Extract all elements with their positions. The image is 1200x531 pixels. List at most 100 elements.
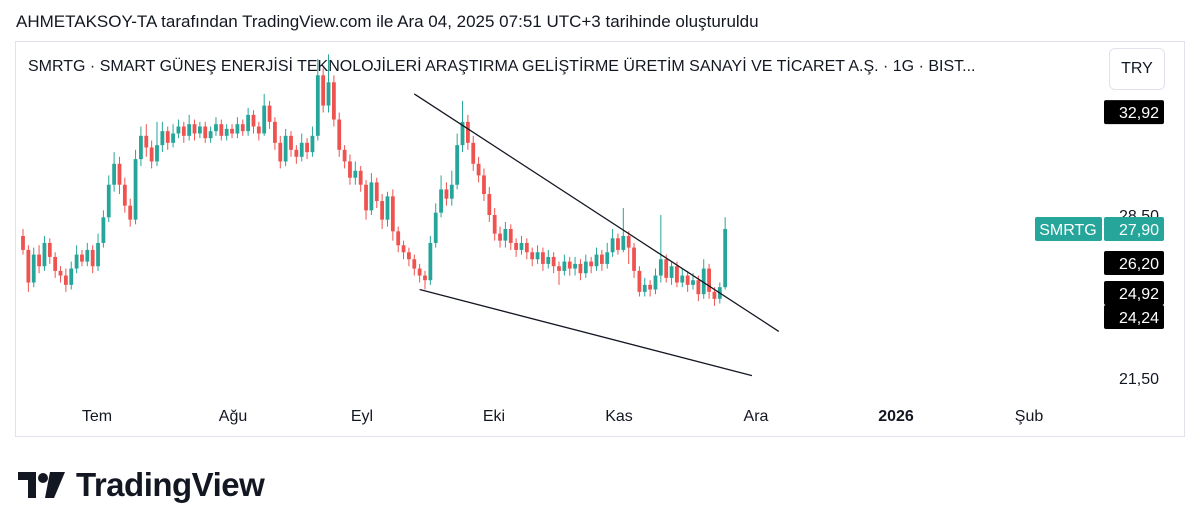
candle [482,168,486,202]
price-marker-box [1104,100,1164,125]
x-tick-label: Şub [1015,408,1044,425]
candle-body [449,184,454,199]
candle [31,247,36,288]
candle-body [551,256,556,267]
trendline-upper[interactable] [413,93,780,332]
candle-body [653,275,658,290]
candle [337,112,342,157]
candle-body [482,175,486,195]
tradingview-logo-text: TradingView [76,466,265,503]
candle-body [492,215,497,234]
candle [176,119,181,139]
candle [310,126,315,157]
candle [626,231,631,264]
candle-body [498,233,502,241]
candle-body [508,228,513,243]
candle [642,277,647,297]
candle-body [514,242,519,250]
price-marker: 24,24 [1104,305,1164,329]
trendline-lower[interactable] [419,288,753,377]
candle [380,194,385,229]
candle-body [385,196,390,220]
candle-body [294,149,299,157]
candle [535,245,540,264]
candle [465,114,470,150]
x-tick-label: Eki [483,408,505,425]
candle [364,180,368,220]
candle-body [401,245,406,253]
candle [85,242,90,267]
symbol-title: SMRTG · SMART GÜNEŞ ENERJİSİ TEKNOLOJİLE… [28,58,976,75]
candle [315,58,320,141]
candle-body [139,135,143,160]
y-tick-label: 21,50 [1119,371,1159,388]
candle-body [101,217,106,243]
candle-body [299,142,304,157]
candle [701,259,706,299]
candle [707,263,711,299]
candle-body [664,259,669,278]
candle [669,261,674,285]
price-marker-label: 26,20 [1119,256,1159,273]
candle-body [230,128,234,134]
candle [101,210,106,248]
candle [712,287,717,306]
candle-body [433,212,438,243]
tradingview-logo[interactable]: TradingView [18,466,265,504]
x-tick-label: 2026 [878,408,914,425]
price-marker-label: 27,90 [1119,222,1159,239]
candle-body [315,75,320,136]
candle-body [21,235,25,250]
candle [417,263,422,283]
chart-panel[interactable]: SMRTG · SMART GÜNEŞ ENERJİSİ TEKNOLOJİLE… [15,41,1185,437]
candle-body [85,249,90,262]
candle [562,254,567,276]
candle-body [305,142,309,153]
candle [224,124,229,141]
candle-body [701,268,706,295]
candle [514,238,519,257]
candle [53,252,58,278]
candle-body [342,149,347,162]
tradingview-logo-icon [18,472,65,498]
candle [262,93,267,136]
candle-body [149,147,154,162]
candle [37,245,41,274]
candle [299,133,304,162]
candle-body [283,135,288,162]
candle-body [337,119,342,150]
candle-body [326,82,331,106]
candle [680,268,685,288]
candle-body [47,242,52,257]
candle [471,135,476,171]
candle [289,131,293,157]
candle [187,114,192,141]
candle [599,249,604,271]
x-tick-label: Tem [82,408,112,425]
candle-body [331,82,336,120]
candle [240,119,245,136]
candle-body [353,170,358,178]
candle-body [423,275,427,281]
candle [348,154,352,185]
candlestick-chart[interactable]: Tem Ağu Eyl Eki Kas Ara 2026 Şub 28,5021,5032,9… [16,42,1184,436]
candle [369,173,374,215]
candle-body [712,291,717,299]
candle [47,238,52,264]
candle-body [171,133,175,143]
candle-body [26,249,31,283]
candle-body [208,131,213,139]
x-tick-label: Eyl [351,408,373,425]
candle [685,270,690,292]
candle-body [589,261,594,267]
candle [214,117,218,136]
candle [524,238,529,260]
candle-body [256,126,261,134]
currency-button[interactable]: TRY [1109,48,1165,90]
price-marker: 27,90 SMRTG [1035,216,1164,241]
candle-body [621,235,626,250]
candle [578,259,583,281]
candle [155,121,159,167]
candle [498,226,502,248]
candle-body [90,249,95,267]
